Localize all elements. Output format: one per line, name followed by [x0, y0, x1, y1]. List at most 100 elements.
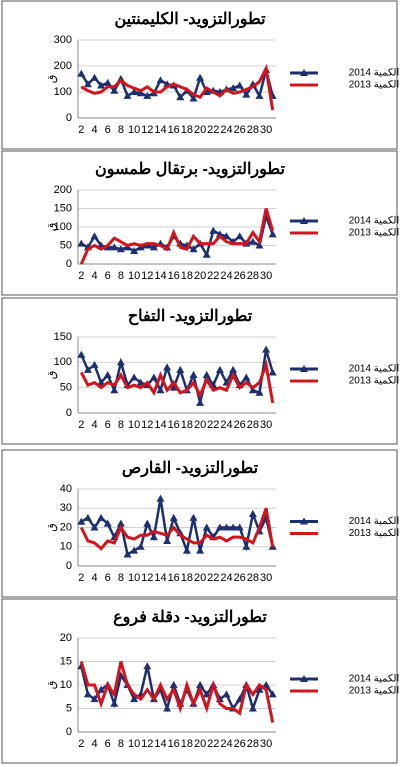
x-tick-label: 8 — [118, 572, 124, 584]
marker — [215, 230, 224, 238]
y-tick-label: 30 — [60, 502, 72, 514]
y-tick-label: 5 — [66, 702, 72, 714]
y-tick-label: 0 — [66, 560, 72, 572]
x-tick-label: 4 — [91, 270, 97, 282]
marker — [83, 513, 92, 521]
x-tick-label: 2 — [78, 419, 84, 431]
x-tick-label: 26 — [234, 124, 246, 136]
marker — [196, 398, 205, 406]
y-axis-label: ق — [46, 371, 58, 380]
panel-border — [1, 449, 398, 598]
marker — [229, 84, 238, 92]
marker — [130, 373, 139, 381]
x-tick-label: 28 — [247, 124, 259, 136]
series-line — [80, 665, 274, 713]
marker — [169, 513, 178, 521]
x-tick-label: 20 — [194, 124, 206, 136]
marker — [110, 243, 119, 251]
x-tick-label: 28 — [247, 270, 259, 282]
x-tick-label: 4 — [91, 572, 97, 584]
chart-title: تطورالتزويد- القارص — [122, 460, 259, 478]
x-tick-label: 4 — [91, 124, 97, 136]
chart-title: تطورالتزويد- برتقال طمسون — [95, 161, 285, 179]
x-tick-label: 18 — [181, 419, 193, 431]
marker — [176, 93, 185, 101]
legend-label: الكمية 2013 — [349, 376, 400, 387]
marker — [189, 94, 198, 102]
series-line — [79, 507, 275, 551]
marker — [143, 91, 152, 99]
x-tick-label: 14 — [154, 270, 166, 282]
x-tick-label: 24 — [220, 572, 232, 584]
x-tick-label: 20 — [194, 419, 206, 431]
series-line — [80, 498, 274, 557]
marker — [255, 91, 264, 99]
x-tick-label: 20 — [194, 270, 206, 282]
marker — [242, 373, 251, 381]
marker — [136, 378, 145, 386]
marker — [103, 371, 112, 378]
y-tick-label: 200 — [54, 184, 72, 196]
marker — [97, 378, 106, 386]
x-tick-label: 28 — [247, 738, 259, 750]
x-tick-label: 10 — [128, 419, 140, 431]
series-line — [79, 359, 275, 404]
chart-title: تطورالتزويد- الكليمنتين — [114, 11, 266, 29]
y-tick-label: 0 — [66, 407, 72, 419]
x-tick-label: 26 — [234, 270, 246, 282]
marker — [169, 383, 178, 391]
x-tick-label: 8 — [118, 124, 124, 136]
x-tick-label: 4 — [91, 419, 97, 431]
y-tick-label: 200 — [54, 60, 72, 72]
marker — [229, 365, 238, 373]
x-tick-label: 24 — [220, 270, 232, 282]
y-tick-label: 150 — [54, 202, 72, 214]
series-line — [79, 208, 275, 265]
marker — [255, 685, 264, 693]
x-tick-label: 12 — [141, 738, 153, 750]
marker — [222, 232, 231, 240]
marker — [149, 243, 158, 251]
x-tick-label: 16 — [168, 419, 180, 431]
marker — [143, 519, 152, 527]
marker — [110, 86, 119, 94]
marker — [202, 523, 211, 531]
x-tick-label: 12 — [141, 124, 153, 136]
x-tick-label: 30 — [260, 124, 272, 136]
marker — [110, 699, 119, 707]
legend-label: الكمية 2014 — [349, 216, 400, 227]
marker — [268, 230, 277, 238]
y-tick-label: 0 — [66, 726, 72, 738]
x-tick-label: 16 — [168, 124, 180, 136]
x-tick-label: 26 — [234, 572, 246, 584]
y-axis-label: ق — [46, 75, 58, 84]
marker — [196, 73, 205, 81]
x-tick-label: 6 — [105, 572, 111, 584]
x-tick-label: 2 — [78, 270, 84, 282]
marker — [77, 517, 86, 525]
legend-label: الكمية 2013 — [349, 80, 400, 91]
marker — [268, 368, 277, 376]
y-axis-label: ق — [46, 681, 58, 690]
marker — [156, 386, 165, 394]
y-tick-label: 50 — [60, 239, 72, 251]
x-tick-label: 14 — [154, 572, 166, 584]
y-tick-label: 100 — [54, 221, 72, 233]
marker — [176, 365, 185, 373]
x-tick-label: 22 — [207, 270, 219, 282]
marker — [222, 690, 231, 698]
marker — [130, 247, 139, 255]
x-tick-label: 30 — [260, 270, 272, 282]
marker — [90, 523, 99, 531]
marker — [242, 90, 251, 98]
marker — [156, 494, 165, 502]
marker — [215, 523, 224, 531]
x-tick-label: 10 — [128, 572, 140, 584]
legend-label: الكمية 2013 — [349, 686, 400, 697]
legend-label: الكمية 2014 — [349, 516, 400, 527]
x-tick-label: 14 — [154, 738, 166, 750]
x-tick-label: 14 — [154, 124, 166, 136]
legend-label: الكمية 2014 — [349, 674, 400, 685]
